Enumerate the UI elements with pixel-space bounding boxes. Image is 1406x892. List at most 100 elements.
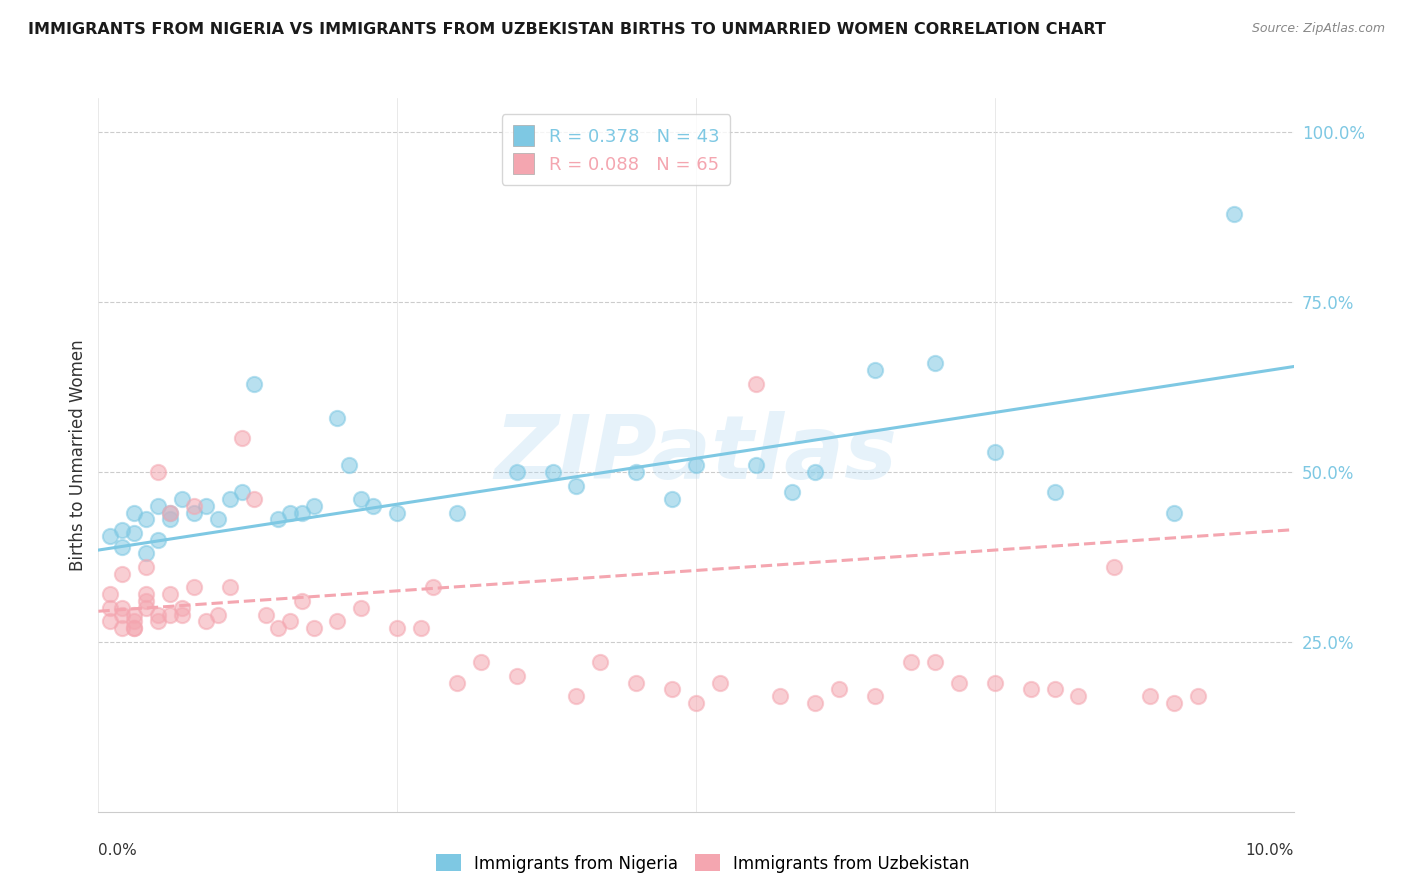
Point [159, 607, 181, 622]
Y-axis label: Births to Unmarried Women: Births to Unmarried Women [69, 339, 87, 571]
Point [159, 587, 181, 601]
Point [243, 492, 266, 507]
Text: ZIPatlas: ZIPatlas [495, 411, 897, 499]
Point [135, 546, 157, 560]
Point [111, 566, 134, 581]
Point [565, 689, 588, 703]
Point [385, 621, 409, 635]
Point [1019, 682, 1042, 697]
Point [124, 526, 146, 541]
Point [350, 492, 373, 507]
Point [124, 615, 146, 629]
Point [326, 410, 349, 425]
Point [207, 512, 229, 526]
Point [1043, 485, 1066, 500]
Point [231, 431, 253, 445]
Point [148, 533, 170, 547]
Point [1187, 689, 1209, 703]
Legend: Immigrants from Nigeria, Immigrants from Uzbekistan: Immigrants from Nigeria, Immigrants from… [429, 847, 977, 880]
Point [291, 594, 314, 608]
Point [924, 356, 946, 370]
Point [411, 621, 433, 635]
Point [626, 675, 648, 690]
Text: 10.0%: 10.0% [1246, 843, 1294, 858]
Point [111, 540, 134, 554]
Point [1067, 689, 1090, 703]
Legend: R = 0.378   N = 43, R = 0.088   N = 65: R = 0.378 N = 43, R = 0.088 N = 65 [502, 114, 730, 185]
Point [1163, 696, 1185, 710]
Point [661, 492, 683, 507]
Text: Source: ZipAtlas.com: Source: ZipAtlas.com [1251, 22, 1385, 36]
Point [984, 675, 1007, 690]
Point [100, 615, 122, 629]
Point [100, 600, 122, 615]
Point [183, 499, 205, 513]
Point [1104, 560, 1126, 574]
Point [589, 655, 612, 669]
Point [111, 607, 134, 622]
Point [111, 621, 134, 635]
Text: 0.0%: 0.0% [98, 843, 138, 858]
Point [159, 512, 181, 526]
Point [339, 458, 360, 472]
Point [183, 581, 205, 595]
Point [159, 506, 181, 520]
Point [326, 615, 349, 629]
Point [135, 560, 157, 574]
Point [626, 465, 648, 479]
Point [111, 600, 134, 615]
Point [709, 675, 731, 690]
Point [780, 485, 803, 500]
Point [243, 376, 266, 391]
Point [135, 587, 157, 601]
Point [1139, 689, 1161, 703]
Point [685, 458, 707, 472]
Point [422, 581, 444, 595]
Point [900, 655, 922, 669]
Point [135, 512, 157, 526]
Point [148, 615, 170, 629]
Point [948, 675, 970, 690]
Point [363, 499, 385, 513]
Point [446, 675, 468, 690]
Point [207, 607, 229, 622]
Point [506, 465, 529, 479]
Point [302, 621, 325, 635]
Point [124, 621, 146, 635]
Point [135, 600, 157, 615]
Point [661, 682, 683, 697]
Point [159, 506, 181, 520]
Point [195, 499, 218, 513]
Point [769, 689, 792, 703]
Point [745, 458, 768, 472]
Point [1163, 506, 1185, 520]
Point [267, 621, 290, 635]
Point [984, 444, 1007, 458]
Point [148, 607, 170, 622]
Point [865, 689, 887, 703]
Point [100, 587, 122, 601]
Point [100, 529, 122, 543]
Point [1043, 682, 1066, 697]
Point [385, 506, 409, 520]
Point [183, 506, 205, 520]
Point [350, 600, 373, 615]
Point [124, 506, 146, 520]
Point [278, 506, 301, 520]
Point [219, 581, 242, 595]
Point [219, 492, 242, 507]
Text: IMMIGRANTS FROM NIGERIA VS IMMIGRANTS FROM UZBEKISTAN BIRTHS TO UNMARRIED WOMEN : IMMIGRANTS FROM NIGERIA VS IMMIGRANTS FR… [28, 22, 1107, 37]
Point [267, 512, 290, 526]
Point [124, 621, 146, 635]
Point [1223, 207, 1246, 221]
Point [231, 485, 253, 500]
Point [111, 523, 134, 537]
Point [804, 465, 827, 479]
Point [172, 600, 194, 615]
Point [135, 594, 157, 608]
Point [685, 696, 707, 710]
Point [172, 492, 194, 507]
Point [148, 465, 170, 479]
Point [565, 478, 588, 492]
Point [470, 655, 492, 669]
